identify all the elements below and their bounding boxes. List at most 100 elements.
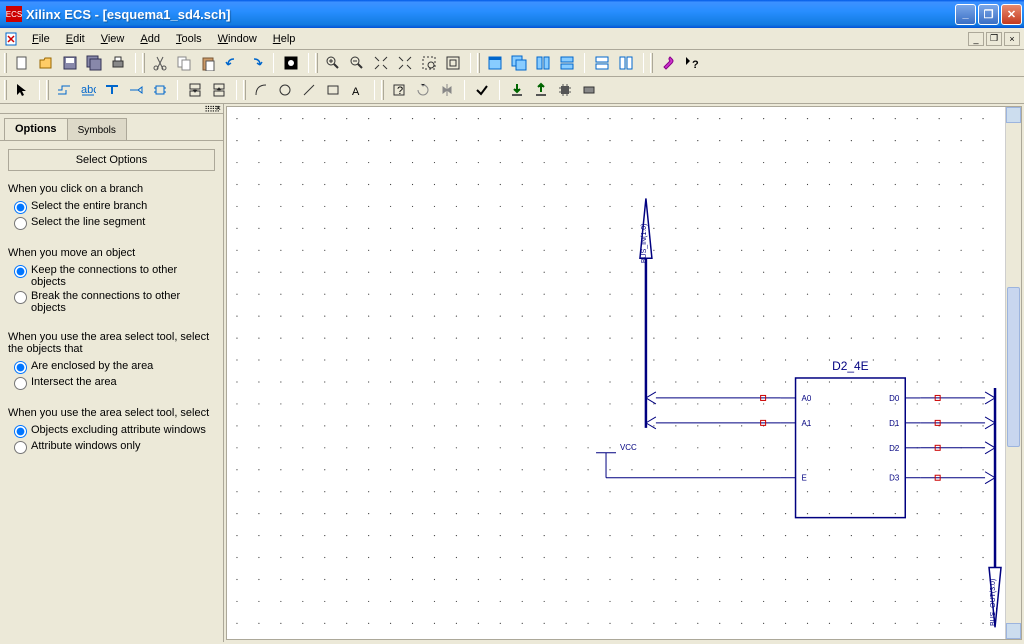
tab-symbols[interactable]: Symbols [67,118,127,140]
window-4-button[interactable] [556,52,578,74]
rotate-button[interactable] [412,79,434,101]
radio-option[interactable]: Select the line segment [8,215,215,231]
mdi-close-button[interactable]: × [1004,32,1020,46]
mdi-minimize-button[interactable]: _ [968,32,984,46]
toolbar-grip[interactable] [4,53,7,73]
rect-tool-button[interactable] [322,79,344,101]
vertical-scrollbar[interactable] [1005,107,1021,639]
select-tool-button[interactable] [11,79,33,101]
net-name-button[interactable]: abc [77,79,99,101]
print-button[interactable] [107,52,129,74]
toolbar-grip[interactable] [650,53,653,73]
undo-button[interactable] [221,52,243,74]
radio-input[interactable] [14,377,27,390]
zoom-in-button[interactable] [322,52,344,74]
scroll-up-button[interactable] [1006,107,1021,123]
menu-add[interactable]: Add [132,31,168,47]
tile-v-button[interactable] [615,52,637,74]
copy-button[interactable] [173,52,195,74]
menu-help[interactable]: Help [265,31,304,47]
save-all-button[interactable] [83,52,105,74]
sidebar-dock-header[interactable]: ⠿⠿⠿× [0,104,223,114]
radio-option[interactable]: Objects excluding attribute windows [8,423,215,439]
toolbar-grip[interactable] [315,53,318,73]
window-3-button[interactable] [532,52,554,74]
hierarchy-pop-button[interactable] [208,79,230,101]
toolbar-grip[interactable] [243,80,246,100]
zoom-fit-button[interactable] [370,52,392,74]
radio-input[interactable] [14,217,27,230]
option-group-label: When you use the area select tool, selec… [8,407,215,419]
svg-text:BUS_IN(1:0): BUS_IN(1:0) [641,224,648,264]
zoom-select-button[interactable] [418,52,440,74]
snapshot-button[interactable] [280,52,302,74]
chip-button[interactable] [554,79,576,101]
radio-input[interactable] [14,201,27,214]
minimize-button[interactable]: _ [955,4,976,25]
scroll-thumb[interactable] [1007,287,1020,447]
mdi-restore-button[interactable]: ❐ [986,32,1002,46]
new-button[interactable] [11,52,33,74]
radio-option[interactable]: Break the connections to other objects [8,289,215,315]
svg-text:D0: D0 [889,394,900,403]
maximize-button[interactable]: ❐ [978,4,999,25]
menu-view[interactable]: View [93,31,133,47]
mirror-button[interactable] [436,79,458,101]
radio-input[interactable] [14,441,27,454]
menu-file[interactable]: File [24,31,58,47]
toolbar-grip[interactable] [381,80,384,100]
toolbar-grip[interactable] [142,53,145,73]
toolbar-grip[interactable] [477,53,480,73]
tab-options[interactable]: Options [4,118,68,140]
help-button[interactable]: ? [681,52,703,74]
line-tool-button[interactable] [298,79,320,101]
refresh-button[interactable] [442,52,464,74]
wire-tool-button[interactable] [53,79,75,101]
bus-tap-button[interactable] [101,79,123,101]
radio-option[interactable]: Keep the connections to other objects [8,263,215,289]
io-marker-button[interactable] [125,79,147,101]
upload-button[interactable] [530,79,552,101]
circle-tool-button[interactable] [274,79,296,101]
paste-button[interactable] [197,52,219,74]
arc-tool-button[interactable] [250,79,272,101]
window-1-button[interactable] [484,52,506,74]
close-button[interactable]: ✕ [1001,4,1022,25]
menu-tools[interactable]: Tools [168,31,210,47]
toolbar-grip[interactable] [46,80,49,100]
menu-edit[interactable]: Edit [58,31,93,47]
zoom-out-button[interactable] [346,52,368,74]
open-button[interactable] [35,52,57,74]
radio-label: Select the line segment [31,216,145,228]
check-button[interactable] [471,79,493,101]
text-tool-button[interactable]: A [346,79,368,101]
window-2-button[interactable] [508,52,530,74]
cut-button[interactable] [149,52,171,74]
hierarchy-push-button[interactable] [184,79,206,101]
toolbar-grip[interactable] [4,80,7,100]
option-group-label: When you use the area select tool, selec… [8,331,215,355]
fpga-button[interactable] [578,79,600,101]
radio-label: Select the entire branch [31,200,147,212]
toolbar-2: abc A ? [0,77,1024,104]
radio-input[interactable] [14,425,27,438]
save-button[interactable] [59,52,81,74]
radio-option[interactable]: Select the entire branch [8,199,215,215]
download-button[interactable] [506,79,528,101]
info-button[interactable]: ? [388,79,410,101]
section-title: Select Options [8,149,215,171]
tool-wrench-button[interactable] [657,52,679,74]
radio-input[interactable] [14,265,27,278]
zoom-window-button[interactable] [394,52,416,74]
component-button[interactable] [149,79,171,101]
schematic-canvas[interactable]: D2_4EA0A1ED0D1D2D3BUS_IN(1:0)VCCBUS_OUT(… [226,106,1022,640]
radio-input[interactable] [14,291,27,304]
radio-option[interactable]: Are enclosed by the area [8,359,215,375]
radio-option[interactable]: Intersect the area [8,375,215,391]
tile-h-button[interactable] [591,52,613,74]
radio-input[interactable] [14,361,27,374]
radio-option[interactable]: Attribute windows only [8,439,215,455]
menu-window[interactable]: Window [210,31,265,47]
scroll-down-button[interactable] [1006,623,1021,639]
redo-button[interactable] [245,52,267,74]
